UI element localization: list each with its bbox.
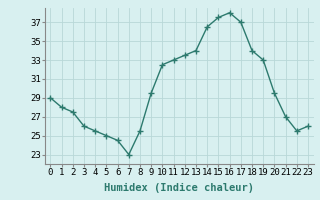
X-axis label: Humidex (Indice chaleur): Humidex (Indice chaleur)	[104, 183, 254, 193]
